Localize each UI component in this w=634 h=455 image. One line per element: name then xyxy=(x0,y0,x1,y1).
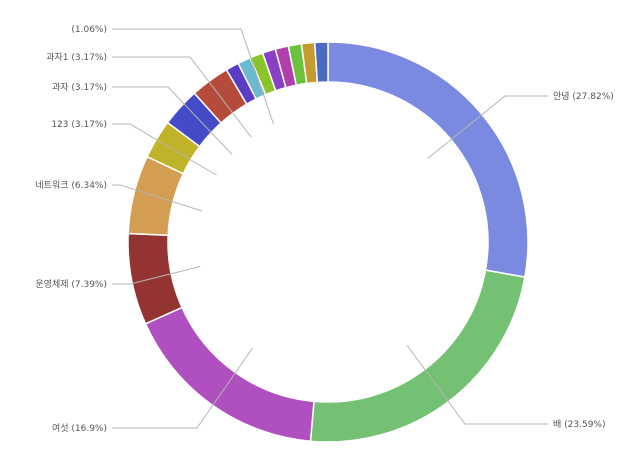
slice-label-3: 여섯 (16.9%) xyxy=(52,422,107,434)
leader-line-3 xyxy=(112,347,254,429)
slice-label-2: 배 (23.59%) xyxy=(553,419,605,430)
slice-label-10: (1.06%) xyxy=(71,25,107,35)
leader-line-8 xyxy=(112,56,252,138)
leader-line-5 xyxy=(112,184,202,212)
leader-line-4 xyxy=(112,266,201,285)
slice-2[interactable] xyxy=(309,269,526,443)
slice-label-6: 123 (3.17%) xyxy=(51,120,107,130)
slice-label-5: 네트워크 (6.34%) xyxy=(35,180,107,191)
leader-line-10 xyxy=(112,28,274,125)
leader-line-7 xyxy=(112,86,233,155)
slice-16[interactable] xyxy=(313,41,329,84)
slice-3[interactable] xyxy=(144,306,315,443)
slice-label-1: 안녕 (27.82%) xyxy=(553,91,614,102)
slice-1[interactable] xyxy=(327,41,529,279)
leader-line-2 xyxy=(406,344,548,425)
slice-labels: 안녕 (27.82%) 배 (23.59%) 여섯 (16.9%) 운영체제 (7.3… xyxy=(35,25,613,434)
slice-label-7: 과자 (3.17%) xyxy=(52,82,107,93)
leader-line-6 xyxy=(112,123,217,176)
leader-line-1 xyxy=(427,95,548,159)
slice-4[interactable] xyxy=(127,232,184,325)
donut-slices xyxy=(127,41,529,443)
slice-label-8: 과자1 (3.17%) xyxy=(46,52,107,63)
slice-label-4: 운영체제 (7.39%) xyxy=(35,279,107,290)
